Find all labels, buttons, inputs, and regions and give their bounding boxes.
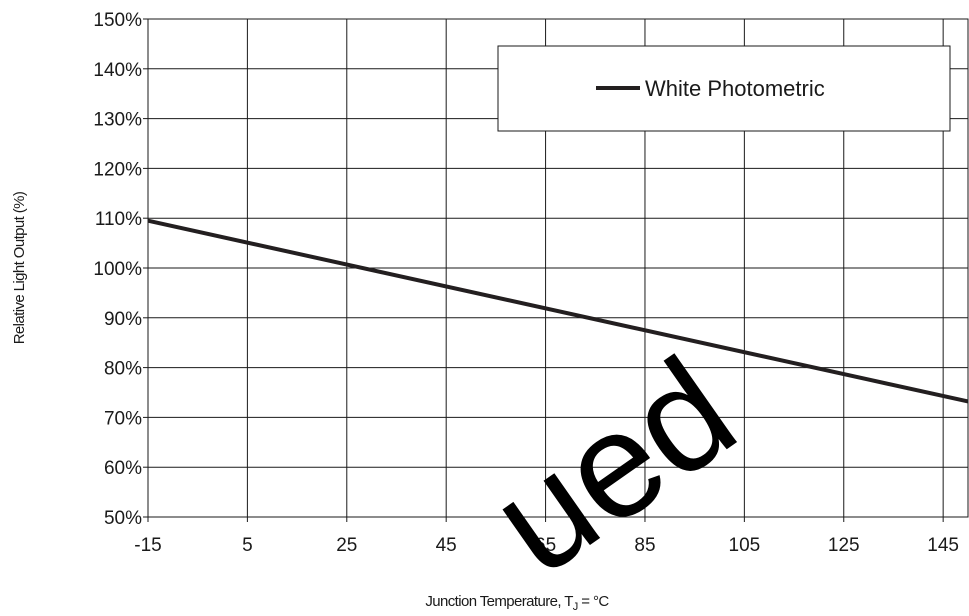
x-tick-label: 5 — [242, 535, 253, 556]
series-line-white-photometric — [147, 218, 969, 404]
y-tick-label: 150% — [93, 10, 142, 31]
x-tick-label: 145 — [927, 535, 959, 556]
y-tick-label: 110% — [95, 209, 142, 230]
x-tick-label: 65 — [535, 535, 556, 556]
legend: White Photometric — [497, 45, 951, 132]
y-tick-label: 60% — [104, 458, 142, 479]
series-lines — [147, 218, 969, 404]
x-tick-label: 25 — [336, 535, 357, 556]
y-axis-title: Relative Light Output (%) — [11, 191, 28, 344]
y-tick-label: 80% — [104, 359, 142, 380]
y-tick-label: 90% — [104, 309, 142, 330]
y-tick-label: 70% — [104, 408, 142, 429]
x-tick-label: 85 — [634, 535, 655, 556]
x-tick-label: 125 — [828, 535, 860, 556]
x-axis-title-subscript: J — [573, 601, 578, 613]
y-tick-label: 130% — [93, 110, 142, 131]
x-tick-label: -15 — [134, 535, 161, 556]
y-tick-label: 120% — [93, 159, 142, 180]
legend-label-white-photometric: White Photometric — [645, 76, 825, 101]
x-tick-label: 45 — [436, 535, 457, 556]
legend-box — [497, 45, 951, 132]
x-tick-label: 105 — [729, 535, 761, 556]
y-tick-labels: 50% 60% 70% 80% 90% 100% 110% 120% 130% 140% 150% — [93, 10, 142, 529]
y-tick-label: 100% — [93, 259, 142, 280]
grid-lines — [143, 18, 969, 522]
x-axis-title: Junction Temperature, TJ = °C — [425, 593, 609, 613]
x-tick-labels: -15 5 25 45 65 85 105 125 145 — [134, 535, 959, 556]
y-tick-label: 140% — [93, 60, 142, 81]
y-tick-label: 50% — [104, 508, 142, 529]
